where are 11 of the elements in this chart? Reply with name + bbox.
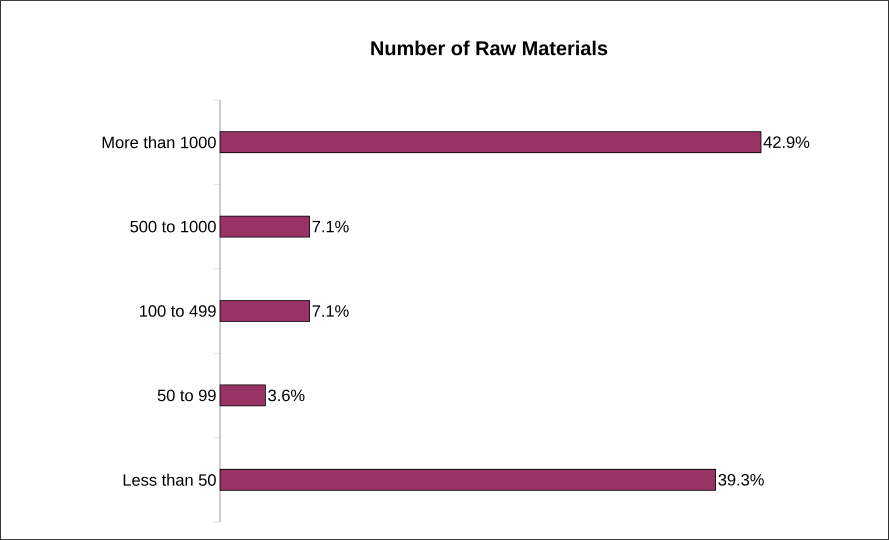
y-tick-label: 100 to 499 <box>140 305 216 317</box>
y-tick-label: 500 to 1000 <box>130 220 216 232</box>
data-label: 42.9% <box>764 136 810 148</box>
data-label: 7.1% <box>312 305 349 317</box>
y-tick-label: 50 to 99 <box>158 390 216 402</box>
chart-title: Number of Raw Materials <box>371 40 608 56</box>
y-tick-label: Less than 50 <box>124 474 216 486</box>
data-label: 7.1% <box>312 220 349 232</box>
y-tick-label: More than 1000 <box>102 136 216 148</box>
data-label: 39.3% <box>718 474 764 486</box>
data-label: 3.6% <box>268 390 304 402</box>
